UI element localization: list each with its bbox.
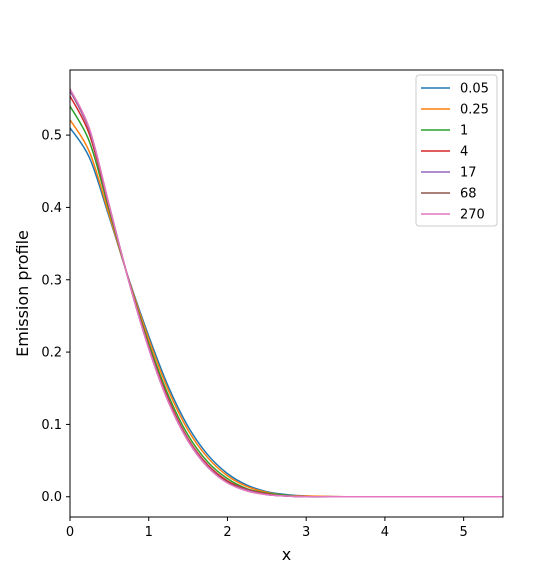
x-tick-label: 3: [302, 525, 310, 540]
legend-label: 4: [460, 145, 468, 160]
legend-label: 17: [460, 166, 477, 181]
legend-label: 0.25: [460, 103, 489, 118]
x-tick-label: 5: [459, 525, 467, 540]
y-tick-label: 0.3: [41, 273, 62, 288]
y-axis-label: Emission profile: [13, 230, 32, 357]
legend-label: 68: [460, 187, 477, 202]
x-tick-label: 2: [223, 525, 231, 540]
plot-frame: [69, 69, 504, 518]
plot-lines: [70, 88, 503, 498]
y-tick-label: 0.4: [41, 201, 62, 216]
x-axis-label: x: [282, 545, 291, 564]
x-axis-ticks: 0 1 2 3 4 5: [66, 517, 468, 540]
y-axis-ticks: 0.0 0.1 0.2 0.3 0.4 0.5: [41, 129, 70, 505]
y-tick-label: 0.5: [41, 129, 62, 144]
y-tick-label: 0.2: [41, 346, 62, 361]
x-tick-label: 1: [145, 525, 153, 540]
series-line-6: [70, 88, 503, 498]
y-tick-label: 0.0: [41, 490, 62, 505]
legend-label: 1: [460, 124, 468, 139]
x-tick-label: 4: [381, 525, 389, 540]
legend-label: 0.05: [460, 82, 489, 97]
legend: 0.05 0.25 1 4 17 68 270: [415, 74, 498, 227]
x-tick-label: 0: [66, 525, 74, 540]
y-tick-label: 0.1: [41, 418, 62, 433]
legend-box: [415, 74, 498, 227]
legend-label: 270: [460, 208, 485, 223]
